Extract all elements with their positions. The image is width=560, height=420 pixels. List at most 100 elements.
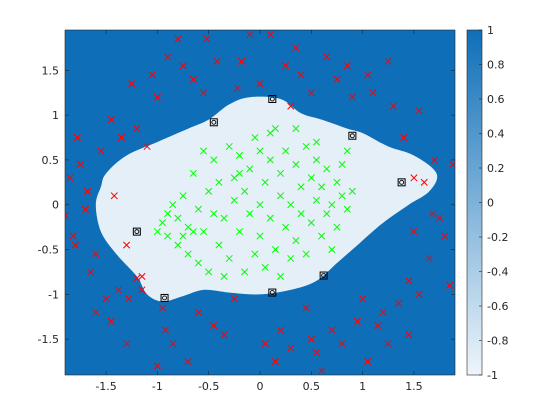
data-point-series-1-68 [343, 147, 351, 155]
data-point-series-1-29 [246, 165, 254, 173]
x-tick-label: 0 [257, 380, 264, 393]
data-point-series-0-11 [114, 286, 122, 294]
data-point-series-0-65 [410, 228, 418, 236]
colorbar-ticks: 1 0.8 0.6 0.4 0.2 0 -0.2 -0.4 -0.6 -0.8 -1 [479, 24, 508, 382]
data-point-series-1-21 [225, 142, 233, 151]
data-point-series-0-24 [179, 62, 187, 70]
data-point-series-1-26 [235, 151, 244, 160]
data-point-series-0-81 [123, 340, 131, 348]
data-point-series-1-30 [246, 210, 254, 218]
data-point-series-0-38 [266, 30, 274, 39]
data-point-series-1-4 [169, 201, 177, 209]
data-point-series-0-52 [343, 62, 351, 70]
data-point-series-0-4 [76, 160, 84, 168]
support-vector-3 [397, 178, 406, 187]
data-point-series-1-67 [343, 205, 351, 213]
data-point-series-1-42 [276, 169, 285, 177]
support-vector-7 [319, 271, 328, 280]
data-point-series-1-10 [189, 169, 197, 177]
data-point-series-0-86 [236, 376, 242, 382]
data-point-series-0-13 [125, 295, 133, 303]
data-point-series-0-64 [405, 277, 413, 285]
data-point-series-0-23 [174, 35, 182, 43]
data-point-series-1-28 [241, 187, 249, 195]
x-tick-label: 1.5 [405, 380, 423, 393]
support-vector-1 [268, 95, 277, 103]
data-point-series-0-40 [282, 62, 290, 70]
data-point-series-1-54 [307, 219, 315, 227]
data-point-series-0-57 [369, 89, 377, 97]
data-point-series-1-9 [184, 250, 192, 258]
data-point-series-0-41 [287, 344, 295, 352]
support-vector-4 [132, 227, 141, 236]
data-point-series-1-7 [179, 192, 187, 200]
data-point-series-0-68 [425, 254, 433, 263]
data-point-series-1-17 [210, 156, 218, 164]
colorbar: 1 0.8 0.6 0.4 0.2 0 -0.2 -0.4 -0.6 -0.8 -1 [466, 24, 508, 382]
data-point-series-0-75 [69, 232, 77, 240]
data-point-series-0-77 [92, 308, 100, 316]
data-point-series-0-49 [328, 326, 336, 334]
data-point-series-0-1 [66, 174, 74, 182]
data-point-series-0-47 [318, 366, 326, 375]
data-point-series-1-75 [179, 232, 187, 240]
data-point-series-0-60 [384, 340, 392, 348]
data-point-series-0-36 [256, 80, 264, 88]
data-point-series-1-45 [287, 254, 295, 263]
data-point-series-0-91 [405, 331, 413, 339]
colorbar-tick-label: 0.6 [487, 93, 505, 106]
data-point-series-0-35 [246, 30, 254, 39]
data-point-series-0-93 [287, 102, 295, 110]
data-point-series-0-2 [71, 241, 79, 249]
x-axis: -1.5 -1 -0.5 0 0.5 1 1.5 [95, 30, 423, 393]
data-point-series-0-9 [107, 116, 115, 124]
data-point-series-1-22 [225, 254, 233, 263]
data-point-series-1-56 [312, 156, 321, 164]
data-point-series-0-3 [73, 133, 81, 142]
data-point-series-0-90 [384, 57, 392, 65]
data-point-series-1-15 [205, 268, 213, 276]
data-point-series-0-7 [92, 250, 100, 258]
data-point-series-0-12 [123, 241, 131, 249]
data-point-series-0-67 [420, 178, 428, 186]
data-point-series-1-3 [164, 232, 172, 240]
data-point-series-1-78 [235, 169, 244, 177]
data-point-series-0-15 [133, 274, 141, 282]
data-point-series-1-23 [230, 196, 238, 204]
data-point-series-0-32 [230, 295, 238, 303]
data-point-series-1-55 [312, 196, 321, 204]
data-point-series-0-72 [441, 232, 449, 240]
data-point-series-1-57 [318, 232, 326, 240]
data-point-series-1-46 [287, 201, 295, 209]
data-point-series-1-65 [338, 160, 346, 168]
data-point-series-1-20 [220, 214, 228, 222]
data-point-series-0-34 [237, 57, 246, 65]
y-tick-label: -1 [48, 288, 59, 301]
data-point-series-0-59 [379, 308, 387, 316]
data-point-series-1-38 [266, 214, 274, 222]
y-tick-label: -1.5 [38, 333, 59, 346]
data-point-series-1-12 [194, 259, 202, 267]
support-vector-6 [268, 288, 277, 297]
data-point-series-0-6 [87, 268, 95, 276]
data-point-series-0-14 [128, 80, 136, 88]
y-tick-label: 0 [52, 199, 59, 212]
data-point-series-0-62 [394, 299, 403, 307]
data-point-series-0-48 [323, 53, 331, 61]
data-point-series-1-13 [199, 228, 208, 236]
data-point-series-1-40 [271, 245, 279, 254]
data-point-series-0-21 [162, 326, 170, 334]
data-point-series-0-74 [449, 160, 455, 168]
data-point-series-0-63 [400, 133, 408, 142]
data-point-series-1-36 [261, 263, 269, 272]
data-point-series-0-25 [184, 358, 192, 366]
data-point-series-0-46 [312, 349, 321, 357]
data-point-series-0-16 [138, 286, 146, 294]
data-point-series-0-29 [210, 322, 218, 330]
data-point-series-1-16 [210, 210, 218, 218]
data-point-series-0-82 [133, 125, 141, 133]
data-point-series-1-76 [312, 138, 321, 146]
data-point-series-0-92 [415, 290, 423, 298]
data-point-series-0-87 [271, 358, 279, 366]
data-point-series-1-59 [323, 210, 331, 218]
